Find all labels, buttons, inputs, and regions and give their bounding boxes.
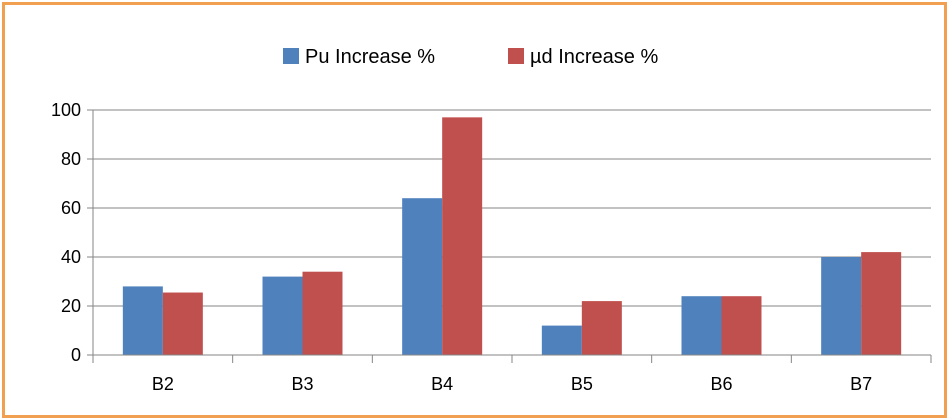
gridlines bbox=[93, 109, 931, 307]
x-category-label: B4 bbox=[431, 374, 453, 394]
y-tick-label: 40 bbox=[61, 247, 81, 267]
bar-b3-series-2 bbox=[302, 271, 343, 355]
x-category-label: B3 bbox=[291, 374, 313, 394]
x-category-labels: B2 B3 B4 B5 B6 B7 bbox=[152, 374, 872, 394]
bar-b2-series-1 bbox=[122, 286, 163, 355]
legend-swatch-series-2 bbox=[508, 48, 524, 64]
bar-b6-series-1 bbox=[681, 296, 722, 355]
x-category-label: B5 bbox=[571, 374, 593, 394]
y-tick-label: 100 bbox=[51, 100, 81, 120]
x-category-label: B2 bbox=[152, 374, 174, 394]
bar-b5-series-1 bbox=[541, 325, 582, 355]
bars bbox=[122, 117, 902, 355]
axes bbox=[87, 109, 932, 363]
legend-label-series-1: Pu Increase % bbox=[305, 46, 435, 68]
y-tick-labels: 0 20 40 60 80 100 bbox=[51, 100, 81, 365]
y-tick-label: 80 bbox=[61, 149, 81, 169]
x-category-label: B7 bbox=[850, 374, 872, 394]
x-category-label: B6 bbox=[710, 374, 732, 394]
bar-b3-series-1 bbox=[262, 276, 303, 355]
legend-swatch-series-1 bbox=[283, 48, 299, 64]
bar-b4-series-2 bbox=[442, 117, 483, 355]
y-tick-label: 20 bbox=[61, 296, 81, 316]
bar-b4-series-1 bbox=[402, 198, 443, 355]
bar-b6-series-2 bbox=[721, 296, 762, 355]
bar-b2-series-2 bbox=[162, 292, 203, 355]
y-tick-label: 60 bbox=[61, 198, 81, 218]
bar-b7-series-1 bbox=[821, 257, 862, 355]
y-tick-label: 0 bbox=[71, 345, 81, 365]
bar-b7-series-2 bbox=[861, 252, 902, 355]
legend: Pu Increase % µd Increase % bbox=[283, 46, 658, 68]
legend-label-series-2: µd Increase % bbox=[530, 46, 658, 68]
bar-b5-series-2 bbox=[581, 301, 622, 355]
